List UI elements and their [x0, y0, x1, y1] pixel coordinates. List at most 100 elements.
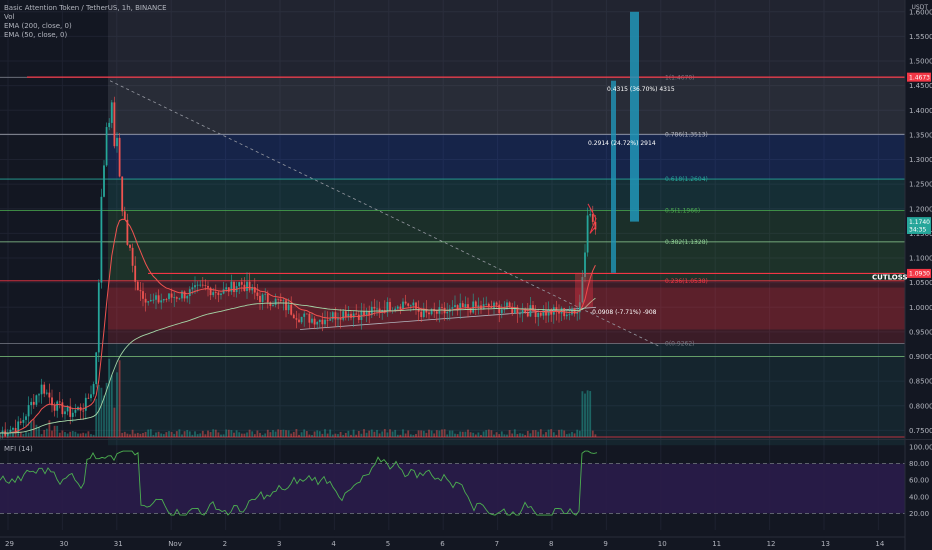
- candle-body: [537, 312, 540, 318]
- volume-bar: [448, 430, 451, 437]
- volume-bar: [272, 430, 274, 437]
- cutloss-label: CUTLOSS: [872, 273, 908, 281]
- candle-body: [313, 318, 316, 325]
- candle-body: [160, 300, 163, 303]
- volume-bar: [0, 434, 1, 437]
- price-tick: 0.8500: [909, 378, 932, 386]
- volume-bar: [373, 431, 376, 437]
- candle-body: [459, 303, 462, 310]
- volume-bar: [149, 429, 152, 437]
- candle-body: [69, 406, 72, 417]
- price-tag-text: 1.1740: [909, 219, 930, 226]
- volume-bar: [357, 430, 360, 437]
- volume-bar: [526, 430, 529, 437]
- volume-bar: [412, 434, 415, 437]
- price-tick: 1.6000: [909, 8, 932, 16]
- volume-bar: [568, 433, 571, 437]
- fib-zone: [108, 77, 905, 135]
- volume-bar: [32, 419, 35, 437]
- candle-body: [339, 318, 342, 320]
- candle-body: [186, 296, 189, 299]
- volume-bar: [524, 434, 527, 437]
- time-tick: 10: [658, 540, 667, 548]
- price-tick: 0.7500: [909, 427, 932, 435]
- candle-body: [456, 305, 459, 310]
- candle-body: [532, 305, 534, 311]
- candle-body: [342, 311, 345, 320]
- mfi-line: [0, 450, 598, 516]
- volume-bar: [498, 434, 501, 437]
- annotations: All time highCUTLOSS: [872, 273, 908, 281]
- volume-bar: [196, 434, 199, 437]
- candle-body: [217, 292, 220, 295]
- price-tick: 1.2500: [909, 181, 932, 189]
- volume-bar: [344, 432, 347, 437]
- fib-zone: [108, 280, 905, 344]
- volume-bar: [337, 434, 339, 437]
- candle-body: [363, 311, 365, 316]
- candle-body: [30, 401, 33, 406]
- volume-bar: [472, 432, 475, 437]
- volume-bar: [51, 430, 53, 437]
- candle-body: [573, 309, 576, 314]
- volume-bar: [529, 433, 532, 437]
- candle-body: [591, 214, 594, 222]
- candle-body: [100, 196, 103, 283]
- candle-body: [454, 305, 456, 308]
- candle-body: [534, 310, 537, 318]
- ema200-indicator[interactable]: EMA (200, close, 0): [4, 22, 72, 30]
- volume-bar: [563, 430, 566, 437]
- mfi-band: [0, 463, 905, 514]
- candle-body: [175, 297, 178, 299]
- candle-body: [183, 291, 186, 299]
- candle-body: [261, 294, 264, 303]
- volume-bar: [433, 433, 436, 437]
- volume-bar: [313, 431, 316, 437]
- candle-body: [82, 410, 85, 412]
- time-tick: 8: [549, 540, 553, 548]
- time-tick: 6: [440, 540, 445, 548]
- volume-bar: [417, 430, 420, 437]
- volume-bar: [131, 429, 134, 437]
- candle-body: [508, 302, 511, 307]
- volume-bar: [461, 431, 464, 437]
- volume-bar: [105, 382, 108, 437]
- mfi-indicator-label[interactable]: MFI (14): [4, 445, 33, 453]
- volume-bar: [394, 429, 397, 437]
- candle-body: [441, 307, 443, 308]
- volume-bar: [66, 433, 69, 437]
- candle-body: [134, 265, 137, 282]
- volume-bar: [342, 434, 345, 437]
- candle-body: [92, 384, 95, 395]
- vol-indicator[interactable]: Vol: [4, 13, 15, 21]
- price-tick: 1.4000: [909, 107, 932, 115]
- volume-bar: [129, 434, 131, 437]
- volume-bar: [175, 431, 178, 437]
- symbol-title[interactable]: Basic Attention Token / TetherUS, 1h, BI…: [4, 4, 167, 12]
- ema50-indicator[interactable]: EMA (50, close, 0): [4, 31, 68, 39]
- candle-body: [279, 299, 282, 301]
- candle-body: [545, 310, 547, 316]
- candle-body: [126, 219, 129, 245]
- volume-bar: [71, 430, 74, 437]
- volume-bar: [581, 391, 584, 437]
- volume-bar: [443, 429, 446, 437]
- candle-body: [334, 312, 337, 320]
- candle-body: [539, 312, 542, 316]
- candle-body: [188, 289, 191, 297]
- ema-lines: [0, 218, 596, 434]
- volume-bar: [428, 429, 430, 437]
- candle-body: [66, 406, 69, 412]
- candle-body: [350, 313, 352, 318]
- volume-bar: [248, 429, 251, 437]
- volume-bar: [487, 429, 490, 437]
- volume-bar: [123, 431, 126, 437]
- volume-bar: [183, 431, 186, 437]
- ema200-line: [0, 297, 596, 434]
- volume-bar: [194, 431, 196, 437]
- volume-bar: [571, 431, 573, 437]
- candle-body: [412, 302, 415, 306]
- volume-bar: [532, 430, 534, 437]
- candle-body: [266, 293, 269, 303]
